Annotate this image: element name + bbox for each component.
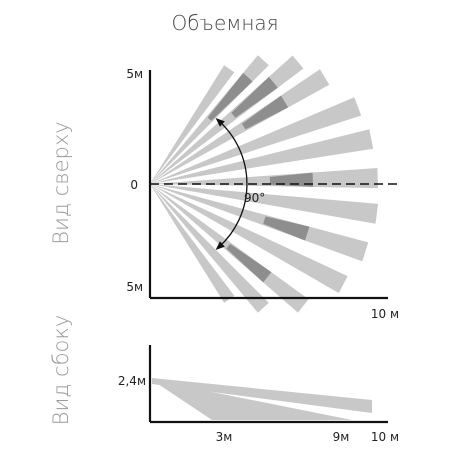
top-y-label-upper: 5м [126,67,143,81]
top-view: 90° 5м 0 5м 10 м Вид сверху [49,55,402,321]
detection-beam [150,97,362,184]
detection-beam-dark-zone [263,216,310,241]
detection-beam [150,129,374,184]
side-height-label: 2,4м [118,374,146,388]
angle-label: 90° [244,191,265,205]
top-x-label-end: 10 м [371,307,399,321]
detection-beam [150,184,379,224]
detection-beam [150,168,378,189]
side-view: 2,4м 3м 9м 10 м Вид сбоку [49,315,399,444]
detection-beam [150,65,235,184]
detection-beam [150,184,348,294]
detection-beam [150,184,369,262]
side-x-label-3m: 3м [216,430,233,444]
side-view-side-label: Вид сбоку [49,315,73,426]
side-x-label-9m: 9м [333,430,350,444]
detection-beam [150,184,235,303]
detection-beam-dark-zone [207,72,253,121]
top-view-side-label: Вид сверху [49,121,73,244]
detection-beam-dark-zone [242,95,289,130]
top-view-beams [150,55,379,313]
diagram-title: Объемная [171,11,278,35]
detection-beam-dark-zone [226,243,272,283]
detection-beam-dark-zone [231,76,278,118]
detection-beam [150,69,330,184]
side-x-label-10m: 10 м [371,430,399,444]
top-y-label-zero: 0 [130,178,138,192]
top-y-label-lower: 5м [126,280,143,294]
side-beam-far [152,378,372,413]
detection-beam [150,184,269,313]
angle-arc [215,117,248,251]
